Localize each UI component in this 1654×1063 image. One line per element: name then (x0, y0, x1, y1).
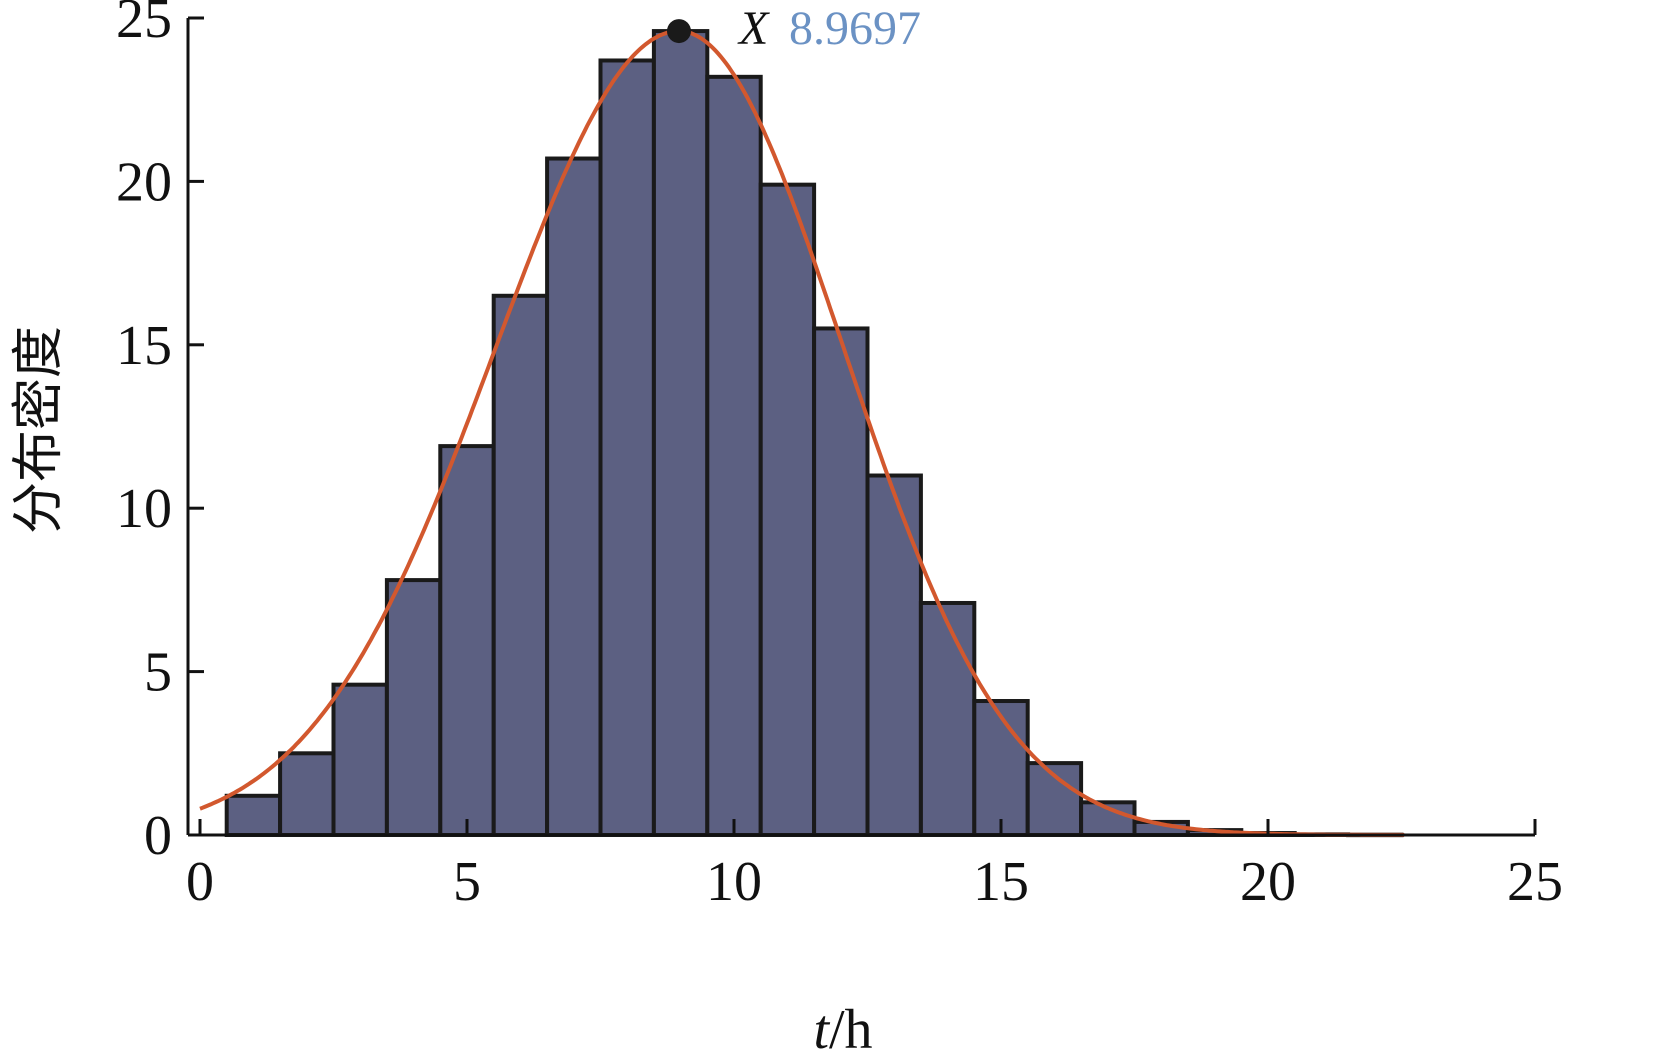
histogram-bar (438, 444, 496, 837)
histogram-bar (598, 58, 656, 837)
y-ticks: 0 5 10 15 20 25 (116, 0, 204, 867)
x-tick-label: 10 (706, 851, 762, 913)
y-tick-label: 25 (116, 0, 172, 50)
peak-symbol: X (737, 2, 770, 55)
y-tick-label: 20 (116, 151, 172, 213)
peak-point (666, 19, 691, 44)
x-tick-label: 5 (453, 851, 481, 913)
histogram-bar (384, 578, 443, 838)
histogram-bar (545, 156, 603, 838)
histogram-bar (812, 326, 870, 837)
x-tick-label: 25 (1507, 851, 1563, 913)
x-tick-label: 15 (973, 851, 1029, 913)
x-axis-title-unit: /h (829, 999, 873, 1061)
x-tick-label: 20 (1240, 851, 1296, 913)
x-axis-title-italic: t (813, 999, 830, 1061)
y-tick-label: 10 (116, 478, 172, 540)
peak-value-label: 8.9697 (789, 2, 921, 55)
histogram-bar (758, 182, 817, 837)
x-axis-title: t/h (813, 999, 872, 1061)
histogram-bar (491, 293, 550, 837)
histogram-bar (705, 74, 763, 838)
x-ticks: 0 5 10 15 20 25 (186, 819, 1563, 913)
histogram-bar (224, 793, 283, 837)
histogram-bar (918, 600, 977, 837)
histogram-bars (224, 29, 1404, 838)
fit-curve (199, 29, 1405, 837)
y-tick-label: 15 (116, 315, 172, 377)
y-tick-label: 0 (144, 805, 172, 867)
histogram-bar (972, 699, 1030, 838)
histogram-bar (865, 473, 923, 837)
x-tick-label: 0 (186, 851, 214, 913)
y-tick-label: 5 (144, 642, 172, 704)
axes: 0 5 10 15 20 25 0 5 10 15 20 25 (116, 0, 1563, 913)
y-axis-title: 分布密度 (9, 326, 69, 534)
histogram-bar (278, 751, 336, 837)
histogram-bar (331, 682, 389, 837)
histogram-bar (651, 29, 710, 837)
